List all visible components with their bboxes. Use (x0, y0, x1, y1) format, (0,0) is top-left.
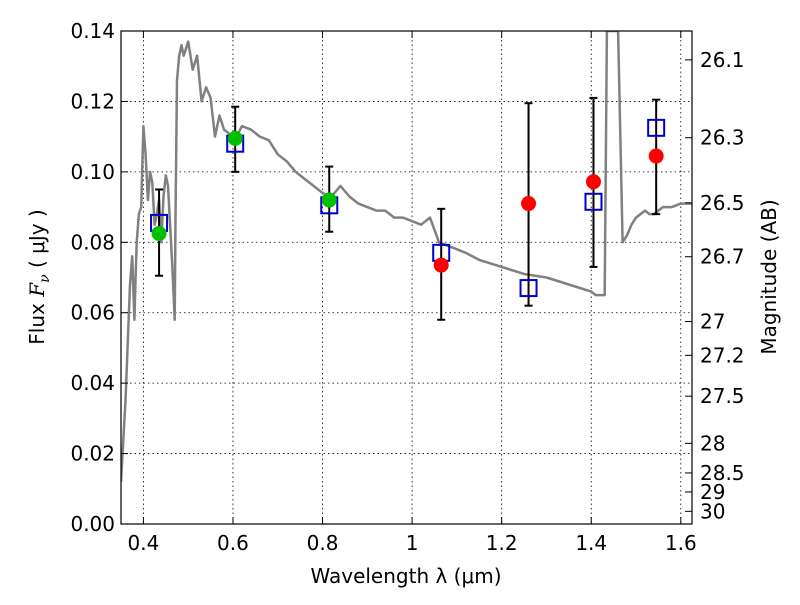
grid (121, 30, 692, 525)
model-band-square (647, 118, 666, 137)
secondary-y-axis-label: Magnitude (AB) (757, 199, 781, 354)
y-tick-label: 0.02 (70, 442, 115, 466)
y-axis-label: Flux Fν ( μJy ) (25, 209, 53, 344)
red-data-point (521, 196, 537, 212)
x-tick-label: 1.2 (486, 531, 518, 555)
y-axis-label-suffix: ( μJy ) (25, 209, 49, 274)
y-axis-label-symbol: F (25, 282, 49, 298)
y2-tick-label: 30 (700, 499, 725, 523)
green-data-point (321, 192, 337, 208)
x-tick-label: 0.6 (217, 531, 249, 555)
y2-tick-label: 26.1 (700, 48, 745, 72)
y-axis-label-subscript: ν (37, 274, 53, 283)
model-band-square (584, 192, 603, 211)
y2-tick-label: 27.5 (700, 384, 745, 408)
y-tick-label: 0.10 (70, 160, 115, 184)
y-tick-label: 0.04 (70, 371, 115, 395)
y2-tick-label: 28.5 (700, 461, 745, 485)
y-tick-label: 0.14 (70, 19, 115, 43)
y-tick-label: 0.06 (70, 301, 115, 325)
model-spectrum-line (121, 31, 692, 482)
red-data-point (585, 174, 601, 190)
x-tick-label: 0.8 (307, 531, 339, 555)
y-tick-label: 0.08 (70, 230, 115, 254)
y-tick-label: 0.00 (70, 512, 115, 536)
axes: 0.4 0.6 0.8 1 1.2 1.4 1.6 0.00 0.02 0.04 0.06 0.08 0… (70, 19, 744, 555)
x-tick-label: 1 (406, 531, 419, 555)
y2-tick-label: 27 (700, 310, 725, 334)
y2-tick-label: 26.5 (700, 191, 745, 215)
red-data-point (433, 257, 449, 273)
model-band-square (519, 279, 538, 298)
x-tick-label: 1.4 (575, 531, 607, 555)
y2-tick-label: 27.2 (700, 343, 745, 367)
green-data-point (227, 130, 243, 146)
y-axis-label-prefix: Flux (25, 297, 49, 345)
x-tick-label: 1.6 (665, 531, 697, 555)
y2-tick-label: 26.7 (700, 245, 745, 269)
y2-tick-label: 26.3 (700, 126, 745, 150)
y2-tick-label: 29 (700, 480, 725, 504)
x-tick-label: 0.4 (127, 531, 159, 555)
y-tick-label: 0.12 (70, 89, 115, 113)
x-axis-label: Wavelength λ (μm) (310, 564, 501, 588)
green-data-point (151, 225, 167, 241)
y2-tick-label: 28 (700, 431, 725, 455)
red-data-point (648, 148, 664, 164)
plot-frame (120, 30, 693, 525)
plot-area (121, 31, 692, 482)
